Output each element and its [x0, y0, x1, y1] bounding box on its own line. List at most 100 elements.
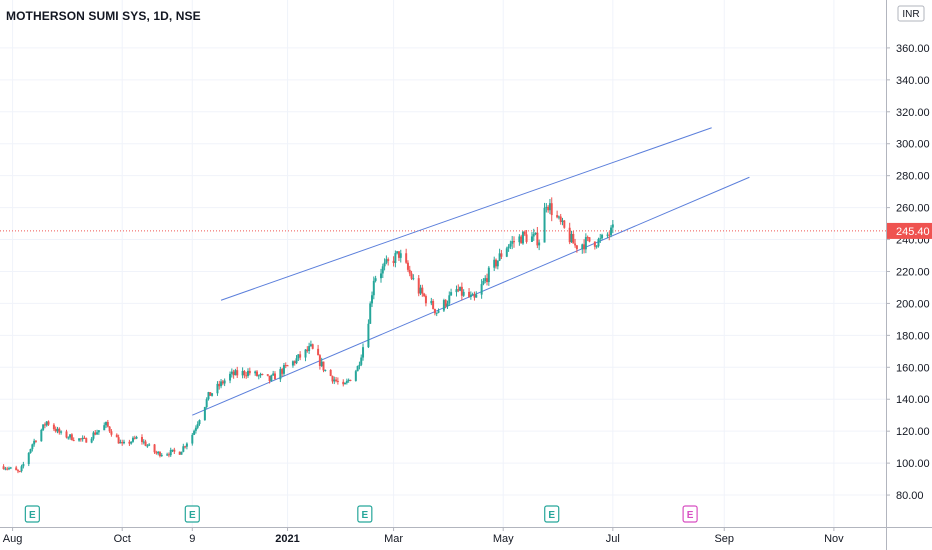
candle-body	[597, 239, 600, 247]
candle-body	[424, 296, 427, 304]
candle-body	[331, 375, 334, 382]
candle-body	[167, 454, 170, 456]
candle-body	[462, 291, 465, 296]
candle-body	[295, 358, 298, 364]
candle-body	[230, 371, 233, 374]
candle-body	[52, 424, 55, 430]
last-price-tag-bg	[887, 222, 932, 239]
candle-body	[369, 303, 372, 324]
candle-body	[460, 286, 463, 296]
y-tick-label: 220.00	[896, 266, 930, 278]
earnings-marker-label: E	[548, 510, 555, 521]
earnings-marker-label: E	[361, 510, 368, 521]
time-axis[interactable]: Aug Oct 9 2021 Mar May Jul Sep Nov	[3, 527, 844, 545]
candle-body	[123, 441, 126, 444]
candle-body	[593, 241, 596, 247]
candle-body	[405, 253, 408, 263]
candle-body	[27, 452, 30, 465]
candle-body	[90, 438, 93, 443]
candle-body	[500, 253, 503, 257]
candle-body	[505, 248, 508, 257]
candle-body	[121, 442, 124, 444]
candle-body	[69, 434, 72, 438]
candle-body	[318, 355, 321, 366]
candle-body	[243, 370, 246, 376]
candle-body	[133, 437, 136, 439]
candle-body	[412, 278, 415, 280]
candle-body	[387, 259, 390, 261]
candle-body	[385, 259, 388, 263]
price-axis[interactable]: 360.00340.00320.00300.00280.00260.00240.…	[886, 43, 930, 502]
last-price-tag-label: 245.40	[896, 226, 930, 238]
last-price-tag: 245.40	[887, 222, 932, 239]
candle-body	[512, 241, 515, 243]
candle-body	[487, 267, 490, 283]
candle-body	[105, 422, 108, 426]
candle-body	[205, 399, 208, 408]
candle-body	[608, 234, 611, 236]
y-tick-label: 340.00	[896, 75, 930, 87]
candle-body	[550, 203, 553, 216]
candle-body	[236, 370, 239, 376]
candle-body	[173, 449, 176, 452]
candle-body	[561, 220, 564, 222]
candle-body	[568, 227, 571, 243]
candle-body	[383, 262, 386, 267]
candle-body	[18, 471, 21, 473]
earnings-marker	[24, 505, 40, 523]
candle-body	[196, 424, 199, 428]
candle-body	[194, 427, 197, 431]
candle-body	[65, 431, 68, 438]
candle-body	[509, 243, 512, 247]
candle-body	[9, 467, 12, 469]
candle-body	[588, 237, 591, 242]
candle-body	[273, 373, 276, 380]
candle-body	[144, 441, 147, 446]
candle-body	[153, 444, 156, 453]
currency-badge[interactable]: INR	[897, 5, 925, 22]
y-tick-label: 360.00	[896, 43, 930, 55]
candle-body	[266, 374, 269, 376]
candle-body	[291, 361, 294, 366]
candle-body	[83, 437, 86, 439]
candle-body	[72, 440, 75, 442]
x-tick-label: Jul	[606, 533, 620, 545]
candle-body	[599, 238, 602, 240]
x-tick-label: May	[493, 533, 514, 545]
candle-body	[521, 231, 524, 244]
candle-body	[171, 449, 174, 451]
candle-body	[324, 369, 327, 371]
candle-body	[255, 371, 258, 376]
candle-body	[281, 369, 284, 374]
y-tick-label: 100.00	[896, 458, 930, 470]
candle-body	[437, 310, 440, 313]
candle-body	[304, 349, 307, 358]
candle-body	[184, 446, 187, 448]
candle-body	[523, 231, 526, 235]
candle-body	[245, 375, 248, 377]
candle-body	[536, 232, 539, 246]
candle-body	[448, 295, 451, 304]
candle-body	[306, 349, 309, 351]
y-tick-label: 180.00	[896, 330, 930, 342]
candle-body	[432, 301, 435, 309]
candle-body	[372, 280, 375, 296]
candle-body	[166, 454, 169, 456]
candle-body	[131, 437, 134, 442]
candle-body	[309, 344, 312, 347]
candle-body	[97, 430, 100, 433]
candle-body	[169, 450, 172, 456]
candle-body	[444, 300, 447, 307]
candle-body	[349, 379, 352, 381]
chart-title: MOTHERSON SUMI SYS, 1D, NSE	[6, 9, 201, 23]
candle-body	[442, 300, 445, 311]
candle-body	[459, 286, 462, 291]
candle-body	[354, 371, 357, 381]
candle-body	[146, 445, 149, 447]
candle-body	[15, 467, 18, 471]
candle-body	[216, 383, 219, 394]
candle-body	[572, 233, 575, 244]
candle-body	[406, 262, 409, 270]
